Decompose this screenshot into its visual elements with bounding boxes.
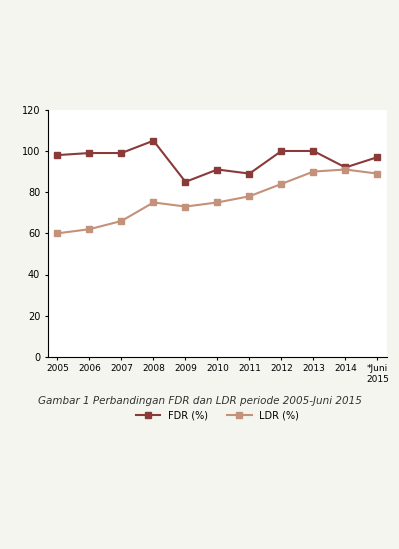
FDR (%) — [87, 150, 92, 156]
LDR (%) — [55, 230, 60, 237]
Line: FDR (%): FDR (%) — [55, 138, 380, 184]
FDR (%) — [151, 137, 156, 144]
FDR (%) — [215, 166, 220, 173]
LDR (%) — [215, 199, 220, 206]
FDR (%) — [343, 164, 348, 171]
LDR (%) — [343, 166, 348, 173]
LDR (%) — [311, 168, 316, 175]
Legend: FDR (%), LDR (%): FDR (%), LDR (%) — [132, 406, 303, 424]
FDR (%) — [375, 154, 380, 160]
FDR (%) — [247, 170, 252, 177]
FDR (%) — [183, 178, 188, 185]
FDR (%) — [55, 152, 60, 158]
FDR (%) — [279, 148, 284, 154]
LDR (%) — [119, 217, 124, 224]
LDR (%) — [183, 203, 188, 210]
LDR (%) — [151, 199, 156, 206]
Line: LDR (%): LDR (%) — [55, 167, 380, 236]
Text: Gambar 1 Perbandingan FDR dan LDR periode 2005-Juni 2015: Gambar 1 Perbandingan FDR dan LDR period… — [38, 396, 361, 406]
LDR (%) — [247, 193, 252, 199]
FDR (%) — [119, 150, 124, 156]
LDR (%) — [375, 170, 380, 177]
LDR (%) — [87, 226, 92, 233]
LDR (%) — [279, 181, 284, 187]
FDR (%) — [311, 148, 316, 154]
